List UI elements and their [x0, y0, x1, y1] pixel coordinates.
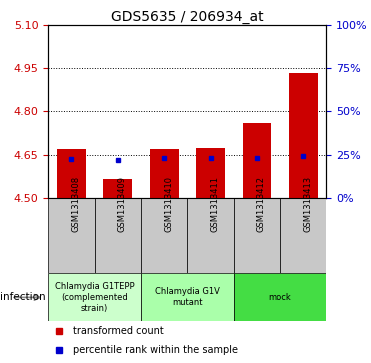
Bar — [141, 197, 187, 273]
Text: Chlamydia G1V
mutant: Chlamydia G1V mutant — [155, 287, 220, 307]
Text: percentile rank within the sample: percentile rank within the sample — [73, 345, 238, 355]
Bar — [57, 149, 86, 197]
Text: mock: mock — [269, 293, 292, 302]
Text: Chlamydia G1TEPP
(complemented
strain): Chlamydia G1TEPP (complemented strain) — [55, 282, 134, 313]
Bar — [243, 123, 271, 197]
Text: GSM1313413: GSM1313413 — [303, 176, 312, 232]
Bar — [196, 148, 225, 197]
Text: infection: infection — [0, 293, 46, 302]
Text: GSM1313412: GSM1313412 — [257, 176, 266, 232]
Title: GDS5635 / 206934_at: GDS5635 / 206934_at — [111, 11, 264, 24]
Text: GSM1313410: GSM1313410 — [164, 176, 173, 232]
Bar — [187, 197, 234, 273]
Text: transformed count: transformed count — [73, 326, 164, 336]
Bar — [150, 149, 178, 197]
Bar — [141, 273, 234, 322]
Bar — [234, 273, 326, 322]
Text: GSM1313408: GSM1313408 — [72, 176, 81, 232]
Bar — [280, 197, 326, 273]
Bar — [104, 179, 132, 197]
Bar — [95, 197, 141, 273]
Bar — [234, 197, 280, 273]
Bar — [48, 197, 95, 273]
Text: GSM1313411: GSM1313411 — [211, 176, 220, 232]
Bar — [289, 73, 318, 197]
Text: GSM1313409: GSM1313409 — [118, 176, 127, 232]
Bar — [48, 273, 141, 322]
